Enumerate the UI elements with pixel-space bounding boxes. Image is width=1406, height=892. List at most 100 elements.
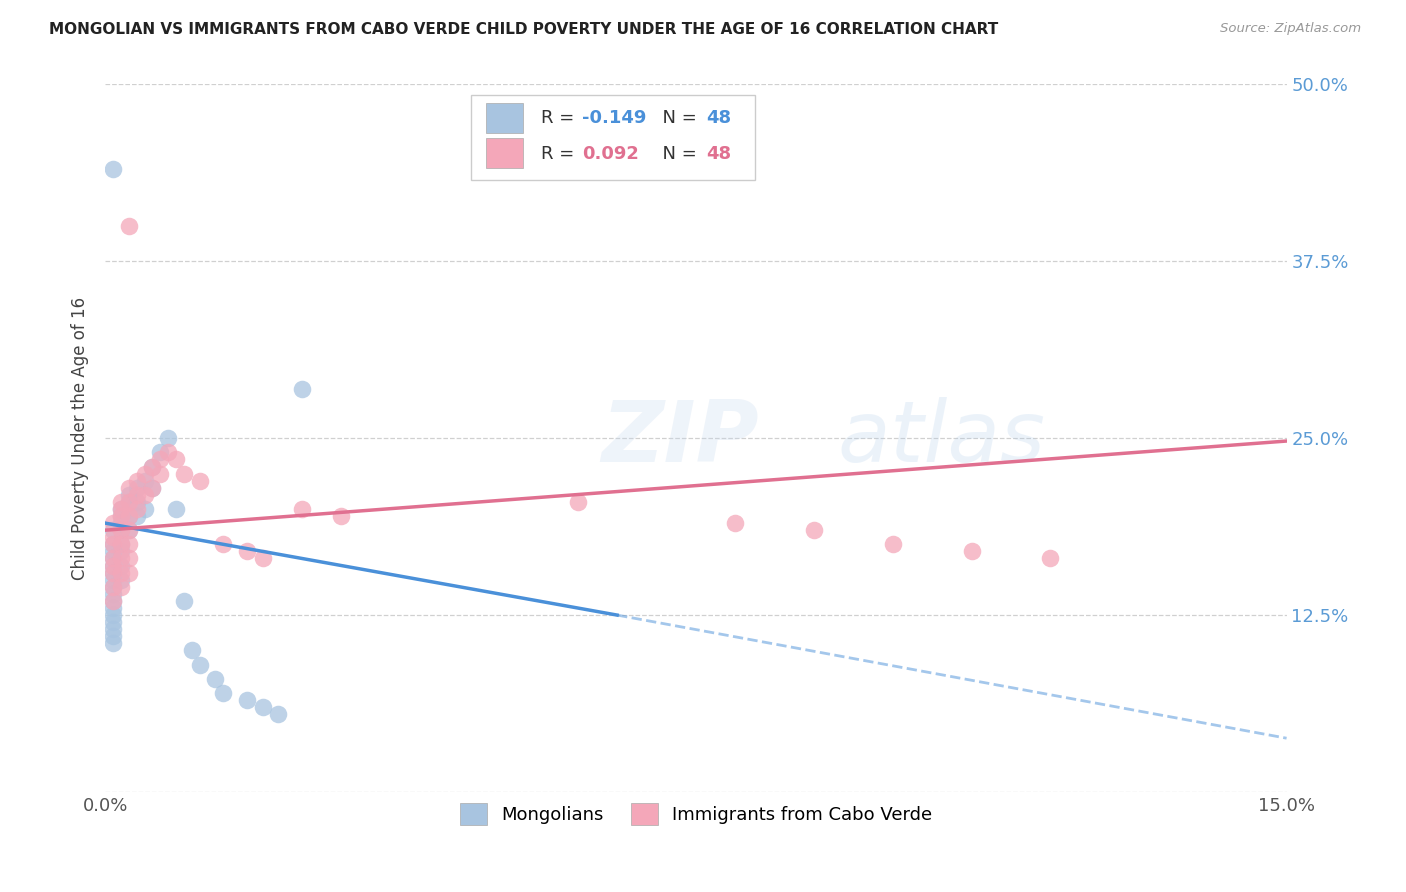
- Point: [882, 537, 904, 551]
- Point: [110, 523, 132, 537]
- Text: 48: 48: [707, 145, 731, 162]
- FancyBboxPatch shape: [471, 95, 755, 180]
- Text: R =: R =: [541, 145, 581, 162]
- Point: [125, 509, 148, 524]
- Point: [149, 445, 172, 459]
- Text: atlas: atlas: [838, 397, 1046, 480]
- Point: [101, 573, 124, 587]
- Point: [110, 580, 132, 594]
- Point: [101, 601, 124, 615]
- Point: [110, 566, 132, 580]
- Point: [330, 509, 353, 524]
- Point: [118, 537, 141, 551]
- Point: [141, 459, 163, 474]
- Text: MONGOLIAN VS IMMIGRANTS FROM CABO VERDE CHILD POVERTY UNDER THE AGE OF 16 CORREL: MONGOLIAN VS IMMIGRANTS FROM CABO VERDE …: [49, 22, 998, 37]
- Point: [141, 481, 163, 495]
- Point: [101, 537, 124, 551]
- Point: [101, 636, 124, 650]
- Point: [724, 516, 747, 530]
- Point: [149, 452, 172, 467]
- Point: [110, 495, 132, 509]
- Point: [1039, 551, 1062, 566]
- Point: [101, 516, 124, 530]
- Point: [101, 622, 124, 636]
- Point: [101, 566, 124, 580]
- Point: [157, 431, 180, 445]
- Point: [188, 657, 211, 672]
- Point: [110, 502, 132, 516]
- Point: [101, 537, 124, 551]
- Point: [149, 467, 172, 481]
- Point: [110, 509, 132, 524]
- Point: [118, 488, 141, 502]
- Point: [180, 643, 202, 657]
- Point: [118, 523, 141, 537]
- Legend: Mongolians, Immigrants from Cabo Verde: Mongolians, Immigrants from Cabo Verde: [450, 794, 941, 834]
- Point: [101, 162, 124, 177]
- Text: N =: N =: [651, 110, 703, 128]
- Point: [110, 537, 132, 551]
- Point: [125, 481, 148, 495]
- Point: [118, 551, 141, 566]
- Point: [118, 495, 141, 509]
- Point: [101, 608, 124, 623]
- Point: [118, 566, 141, 580]
- Point: [291, 502, 314, 516]
- Point: [118, 481, 141, 495]
- Point: [291, 382, 314, 396]
- Point: [101, 566, 124, 580]
- FancyBboxPatch shape: [485, 103, 523, 133]
- Point: [267, 707, 290, 722]
- Point: [141, 481, 163, 495]
- Text: -0.149: -0.149: [582, 110, 647, 128]
- Point: [165, 502, 187, 516]
- Point: [125, 502, 148, 516]
- Point: [110, 509, 132, 524]
- Point: [118, 523, 141, 537]
- Point: [157, 445, 180, 459]
- Text: 48: 48: [707, 110, 731, 128]
- Point: [204, 672, 226, 686]
- Point: [960, 544, 983, 558]
- Point: [101, 594, 124, 608]
- Point: [101, 530, 124, 544]
- Text: R =: R =: [541, 110, 581, 128]
- Point: [125, 495, 148, 509]
- Point: [110, 544, 132, 558]
- Point: [252, 700, 274, 714]
- Point: [212, 686, 235, 700]
- Point: [110, 573, 132, 587]
- Point: [212, 537, 235, 551]
- FancyBboxPatch shape: [485, 138, 523, 168]
- Point: [110, 537, 132, 551]
- Point: [141, 459, 163, 474]
- Point: [101, 587, 124, 601]
- Point: [110, 558, 132, 573]
- Point: [101, 615, 124, 629]
- Point: [118, 509, 141, 524]
- Point: [110, 502, 132, 516]
- Point: [101, 580, 124, 594]
- Point: [173, 467, 195, 481]
- Text: ZIP: ZIP: [602, 397, 759, 480]
- Point: [110, 516, 132, 530]
- Point: [101, 580, 124, 594]
- Point: [236, 693, 259, 707]
- Point: [165, 452, 187, 467]
- Point: [125, 488, 148, 502]
- Point: [101, 558, 124, 573]
- Point: [803, 523, 825, 537]
- Point: [101, 551, 124, 566]
- Text: Source: ZipAtlas.com: Source: ZipAtlas.com: [1220, 22, 1361, 36]
- Point: [134, 467, 156, 481]
- Point: [101, 594, 124, 608]
- Point: [110, 551, 132, 566]
- Point: [252, 551, 274, 566]
- Point: [125, 474, 148, 488]
- Point: [567, 495, 589, 509]
- Point: [118, 509, 141, 524]
- Point: [188, 474, 211, 488]
- Point: [134, 474, 156, 488]
- Point: [236, 544, 259, 558]
- Text: N =: N =: [651, 145, 703, 162]
